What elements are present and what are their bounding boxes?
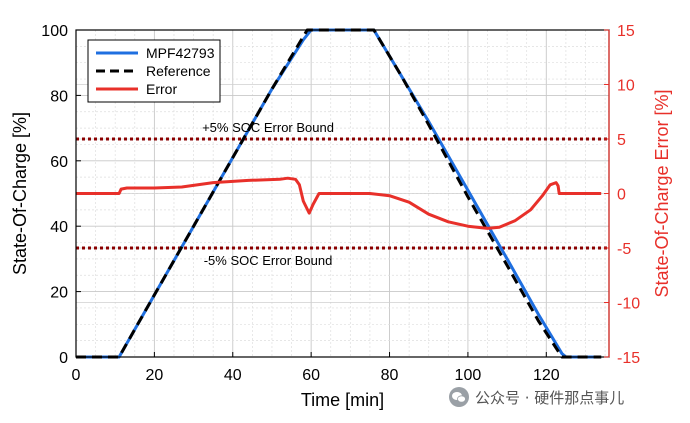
x-tick-label: 100 (455, 367, 482, 384)
x-tick-label: 80 (381, 367, 399, 384)
watermark: 公众号 · 硬件那点事儿 (448, 386, 624, 408)
annotations: +5% SOC Error Bound -5% SOC Error Bound (202, 120, 334, 268)
error-bound-label: -5% SOC Error Bound (204, 253, 333, 268)
series-line-error (76, 176, 602, 230)
x-tick-label: 20 (145, 367, 163, 384)
legend: MPF42793 Reference Error (87, 39, 221, 103)
x-tick-label: 40 (224, 367, 242, 384)
y-tick-label-right: 10 (617, 78, 635, 95)
legend-entry: Reference (146, 63, 211, 79)
x-tick-label: 60 (302, 367, 320, 384)
y-tick-label-right: 0 (617, 187, 626, 204)
legend-entry: MPF42793 (146, 45, 215, 61)
y-tick-label-right: -15 (617, 350, 640, 367)
x-tick-label: 0 (72, 367, 81, 384)
y-tick-label-right: 5 (617, 132, 626, 149)
y-tick-label-left: 80 (50, 88, 68, 105)
wechat-icon (449, 387, 469, 407)
y-axis-label-left: State-Of-Charge [%] (10, 112, 30, 275)
error-bounds (76, 137, 609, 250)
y-tick-label-left: 100 (41, 23, 68, 40)
y-tick-label-right: -10 (617, 296, 640, 313)
tick-labels: 0 20 40 60 80 100 120 0 20 40 60 80 100 -15 -10 -5 0 5 10 1… (41, 23, 640, 384)
y-tick-label-left: 40 (50, 219, 68, 236)
error-bound-label: +5% SOC Error Bound (202, 120, 334, 135)
watermark-text: 公众号 · 硬件那点事儿 (475, 388, 625, 407)
y-tick-label-left: 0 (59, 350, 68, 367)
x-axis-label: Time [min] (301, 390, 384, 410)
y-axis-label-right: State-Of-Charge Error [%] (652, 89, 672, 297)
x-tick-label: 120 (533, 367, 560, 384)
y-tick-label-left: 20 (50, 285, 68, 302)
y-tick-label-right: 15 (617, 23, 635, 40)
y-tick-label-right: -5 (617, 241, 631, 258)
y-tick-label-left: 60 (50, 154, 68, 171)
legend-entry: Error (146, 81, 177, 97)
